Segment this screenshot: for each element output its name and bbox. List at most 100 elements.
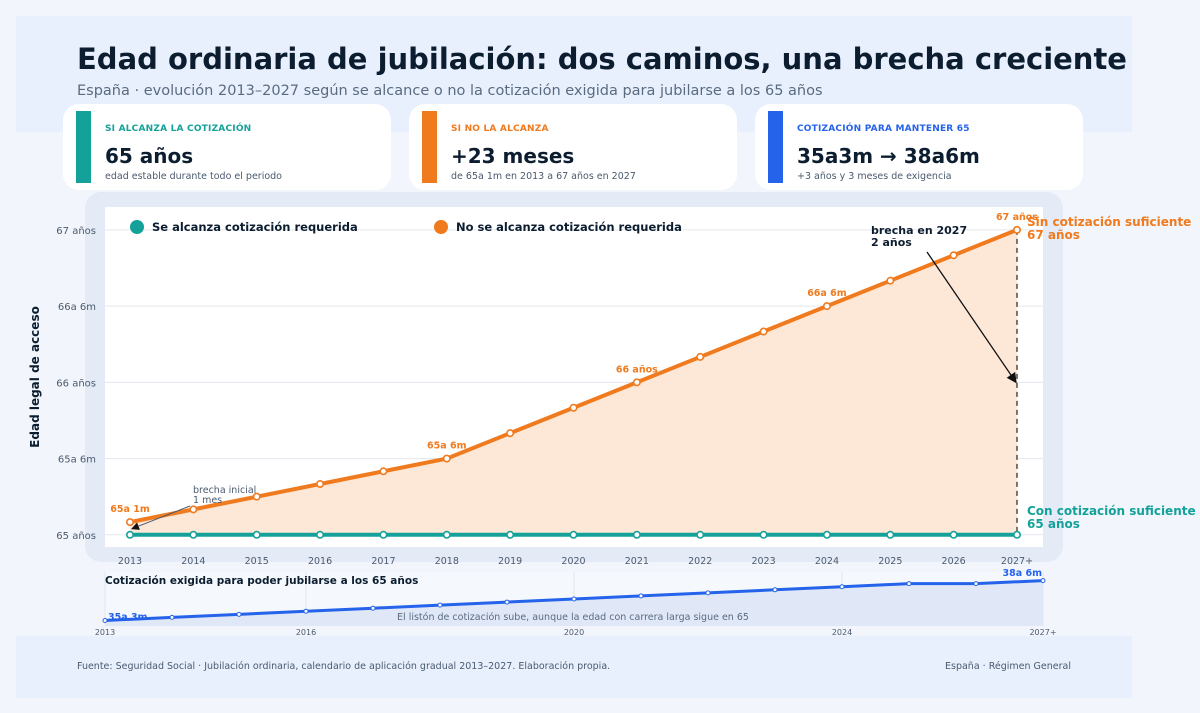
data-point-reaches [442,530,451,539]
legend-label-not-reaches: No se alcanza cotización requerida [456,220,682,234]
y-tick-label: 67 años [56,226,96,237]
data-label: 66a 6m [807,288,847,299]
data-point-not-reaches [569,403,578,412]
x-tick-label: 2019 [498,556,522,567]
end-label-title: Sin cotización suficiente [1027,215,1191,229]
data-label: 65a 1m [110,504,150,515]
x-tick-label: 2017 [371,556,395,567]
footer-band [16,636,1132,698]
kpi-value: 35a3m → 38a6m [797,144,980,168]
footer-scope: España · Régimen General [945,661,1071,672]
data-point-reaches [632,530,641,539]
x-tick-label: 2021 [625,556,649,567]
sub-area-fill [105,580,1043,626]
x-tick-label: 2024 [815,556,839,567]
x-tick-label: 2018 [435,556,459,567]
y-tick-label: 65 años [56,531,96,542]
legend-marker-not-reaches [434,220,448,234]
data-point-reaches [189,530,198,539]
y-axis-label: Edad legal de acceso [28,306,42,448]
data-point-not-reaches [379,467,388,476]
data-point-reaches [949,530,958,539]
sub-x-tick-label: 2016 [296,628,316,637]
data-point-not-reaches [252,492,261,501]
data-point-reaches [506,530,515,539]
sub-start-label: 35a 3m [108,612,148,623]
annotation-gap-2027-value: 2 años [871,236,912,249]
data-point-reaches [759,530,768,539]
data-point-reaches [316,530,325,539]
data-point-not-reaches [632,378,641,387]
data-point-not-reaches [506,429,515,438]
sub-x-tick-label: 2024 [832,628,852,637]
data-label: 65a 6m [427,441,467,452]
legend-marker-reaches [130,220,144,234]
sub-chart-note: El listón de cotización sube, aunque la … [397,612,749,623]
kpi-card-contribution: COTIZACIÓN PARA MANTENER 65 35a3m → 38a6… [755,104,1083,190]
data-label: 67 años [996,212,1038,223]
sub-x-tick-label: 2013 [95,628,115,637]
sub-chart-title: Cotización exigida para poder jubilarse … [105,575,418,587]
sub-x-tick-label: 2020 [564,628,584,637]
annotation-initial-gap: brecha inicial [193,485,256,496]
kpi-card-reaches: SI ALCANZA LA COTIZACIÓN 65 años edad es… [63,104,391,190]
sub-data-point [102,617,108,623]
x-tick-label: 2026 [942,556,966,567]
sub-data-point [169,614,175,620]
gap-area [130,229,1017,535]
data-point-not-reaches [949,251,958,260]
data-point-reaches [696,530,705,539]
sub-data-point [772,587,778,593]
data-point-not-reaches [316,479,325,488]
kpi-kicker: SI NO LA ALCANZA [451,124,549,134]
kpi-kicker: COTIZACIÓN PARA MANTENER 65 [797,124,970,134]
y-tick-label: 66a 6m [58,302,96,313]
x-tick-label: 2014 [181,556,205,567]
sub-data-point [303,608,309,614]
x-tick-label: 2016 [308,556,332,567]
data-point-not-reaches [822,302,831,311]
data-point-reaches [252,530,261,539]
data-point-reaches [886,530,895,539]
kpi-accent-bar [768,111,783,183]
data-point-not-reaches [126,518,135,527]
x-tick-label: 2020 [561,556,585,567]
sub-data-point [370,605,376,611]
data-point-not-reaches [442,454,451,463]
annotation-arrow-initial [131,505,191,530]
sub-data-point [906,581,912,587]
sub-data-point [504,599,510,605]
sub-x-tick-label: 2027+ [1029,628,1056,637]
page-subtitle: España · evolución 2013–2027 según se al… [77,83,823,99]
sub-data-point [638,593,644,599]
sub-data-point [236,611,242,617]
x-tick-label: 2015 [245,556,269,567]
kpi-card-not-reaches: SI NO LA ALCANZA +23 meses de 65a 1m en … [409,104,737,190]
data-label: 66 años [616,364,658,375]
data-point-reaches [822,530,831,539]
kpi-note: de 65a 1m en 2013 a 67 años en 2027 [451,171,636,182]
x-tick-label: 2025 [878,556,902,567]
data-point-not-reaches [759,327,768,336]
y-tick-label: 66 años [56,378,96,389]
data-point-reaches [379,530,388,539]
page-title: Edad ordinaria de jubilación: dos camino… [77,42,1127,76]
end-label-value: 65 años [1027,517,1080,531]
x-tick-label: 2023 [751,556,775,567]
data-point-not-reaches [1012,225,1021,234]
legend-label-reaches: Se alcanza cotización requerida [152,220,358,234]
x-tick-label: 2027+ [1001,556,1033,567]
x-tick-label: 2022 [688,556,712,567]
sub-data-point [571,596,577,602]
kpi-accent-bar [76,111,91,183]
sub-end-label: 38a 6m [1003,568,1043,579]
annotation-initial-gap-value: 1 mes [193,495,222,506]
sub-data-point [839,584,845,590]
data-point-not-reaches [189,505,198,514]
kpi-value: 65 años [105,144,194,168]
sub-data-point [705,590,711,596]
annotation-arrow-2027 [926,251,1017,384]
end-label-title: Con cotización suficiente [1027,504,1196,518]
y-tick-label: 65a 6m [58,455,96,466]
